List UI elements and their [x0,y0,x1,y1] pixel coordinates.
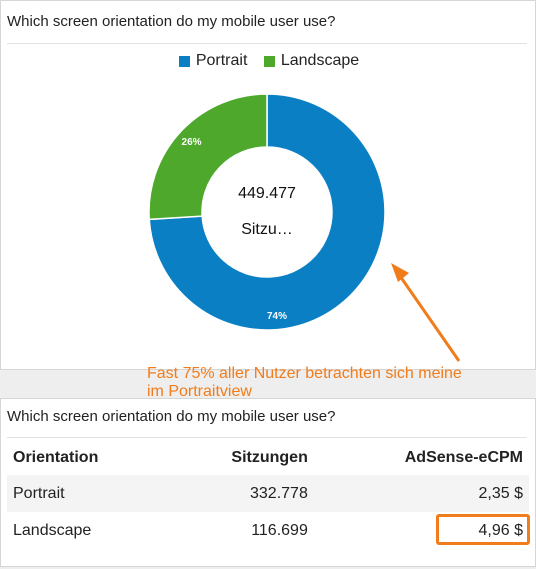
table-card: Which screen orientation do my mobile us… [0,398,536,567]
legend-swatch-landscape [263,55,275,67]
table-header-row: Orientation Sitzungen AdSense-eCPM [7,441,529,475]
legend-item-landscape[interactable]: Landscape [263,52,360,70]
cell-orientation: Landscape [13,521,92,539]
chart-card: Which screen orientation do my mobile us… [0,0,536,370]
annotation-text: Fast 75% aller Nutzer betrachten sich me… [147,365,462,400]
legend-item-portrait[interactable]: Portrait [178,52,248,70]
table-card-title: Which screen orientation do my mobile us… [7,408,336,425]
legend-swatch-portrait [178,55,190,67]
donut-center-label: Sitzu… [241,221,293,238]
title-divider [7,437,527,438]
donut-chart: 74% 26% [148,93,386,331]
cell-ecpm: 2,35 $ [313,475,529,512]
column-header-sessions[interactable]: Sitzungen [231,449,308,466]
annotation-arrow-line [398,275,461,362]
cell-sessions: 116.699 [251,521,308,539]
table-row: Portrait 332.778 2,35 $ [7,475,529,512]
donut-center-value: 449.477 [238,185,296,202]
orientation-table: Orientation Sitzungen AdSense-eCPM Portr… [7,441,529,549]
cell-sessions: 332.778 [167,475,314,512]
donut-slice-portrait[interactable] [148,93,386,331]
legend-label-portrait: Portrait [195,52,248,69]
ecpm-highlight-box [436,514,530,545]
chart-card-title: Which screen orientation do my mobile us… [7,13,336,30]
column-header-orientation[interactable]: Orientation [13,449,99,466]
cell-ecpm: 4,96 $ [478,521,523,539]
chart-legend: Portrait Landscape [1,52,536,72]
annotation-arrow-head [391,263,409,282]
legend-label-landscape: Landscape [280,52,360,69]
cell-orientation: Portrait [7,475,168,512]
slice-label-portrait: 74% [267,311,287,322]
donut-slice-landscape[interactable] [148,93,268,221]
column-header-ecpm[interactable]: AdSense-eCPM [404,449,523,466]
table-row: Landscape 116.699 4,96 $ [7,512,529,549]
title-divider [7,43,527,44]
slice-label-landscape: 26% [182,137,202,148]
